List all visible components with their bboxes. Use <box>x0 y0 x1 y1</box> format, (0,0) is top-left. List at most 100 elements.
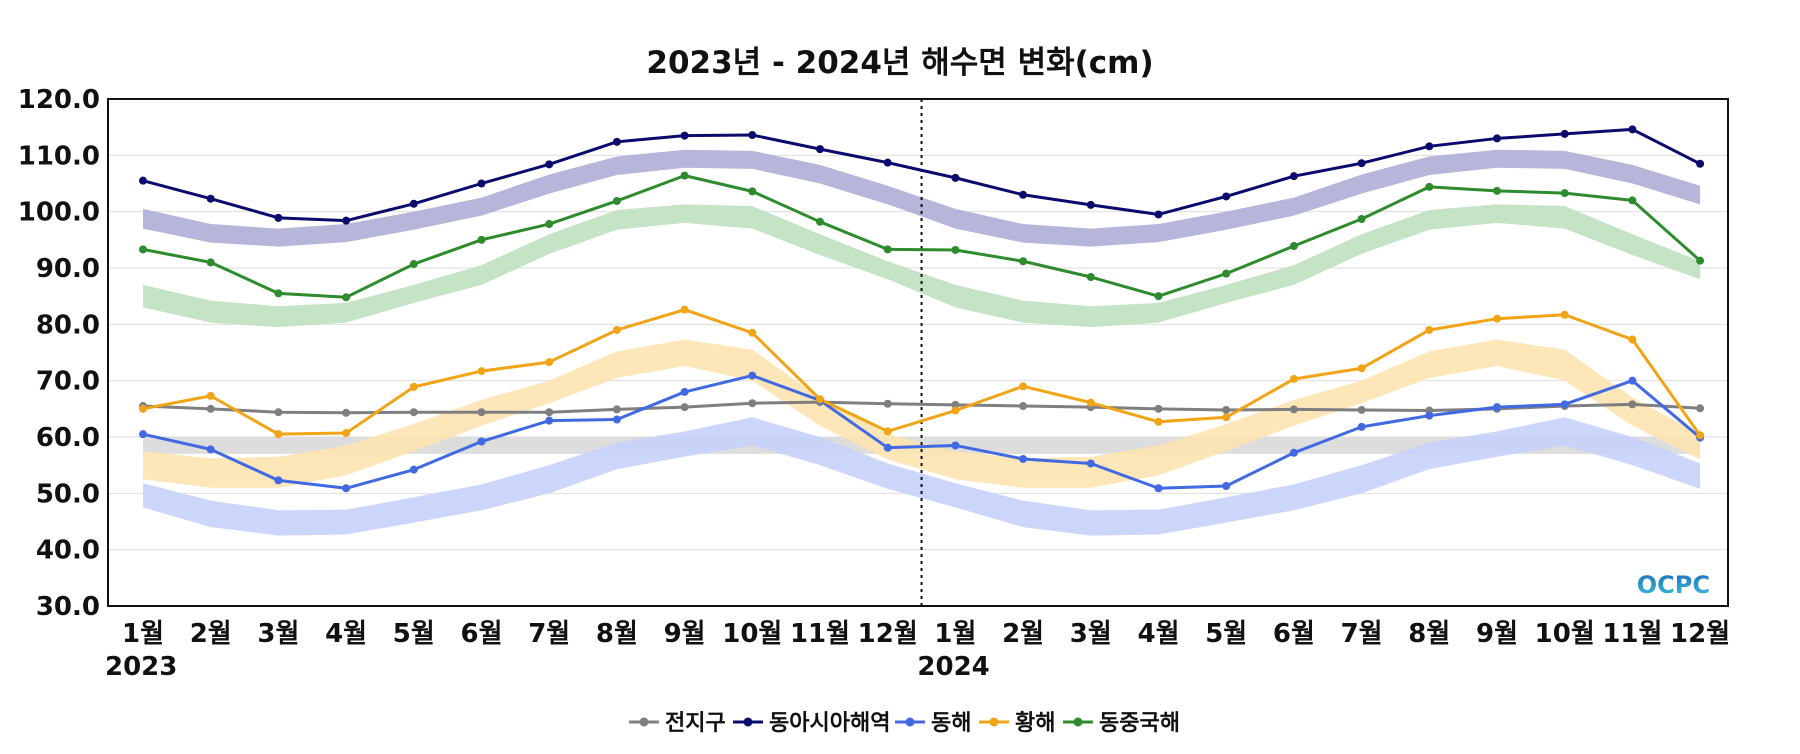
data-point-3-14 <box>1086 398 1095 407</box>
data-point-0-6 <box>545 408 554 417</box>
data-point-1-14 <box>1086 200 1095 209</box>
plot-frame <box>107 98 1729 607</box>
data-point-4-5 <box>477 235 486 244</box>
data-point-1-23 <box>1696 159 1705 168</box>
data-point-1-7 <box>612 137 621 146</box>
y-tick-label: 90.0 <box>36 254 100 284</box>
data-point-2-5 <box>477 437 486 446</box>
data-point-2-14 <box>1086 459 1095 468</box>
data-point-3-18 <box>1357 364 1366 373</box>
x-tick-label: 10월 <box>722 619 782 649</box>
data-point-2-12 <box>951 441 960 450</box>
data-point-4-17 <box>1289 242 1298 251</box>
data-point-1-18 <box>1357 159 1366 168</box>
y-tick-label: 30.0 <box>36 592 100 622</box>
x-tick-label: 12월 <box>1670 619 1730 649</box>
data-point-1-9 <box>748 131 757 140</box>
data-point-3-1 <box>206 391 215 400</box>
data-point-3-20 <box>1493 314 1501 323</box>
data-point-3-15 <box>1154 417 1163 426</box>
legend-swatch-dot-2 <box>905 717 915 727</box>
data-point-0-5 <box>477 408 486 417</box>
data-point-1-17 <box>1289 172 1298 181</box>
data-point-2-1 <box>206 445 215 454</box>
series-line-2 <box>142 374 1702 490</box>
data-point-0-7 <box>612 405 621 414</box>
data-point-2-17 <box>1289 448 1298 457</box>
x-tick-label: 7월 <box>1341 619 1383 649</box>
data-point-2-2 <box>274 476 283 485</box>
x-tick-label: 11월 <box>1602 619 1662 649</box>
data-point-4-23 <box>1696 256 1705 265</box>
data-point-4-14 <box>1086 273 1095 282</box>
x-tick-label: 2월 <box>1002 619 1044 649</box>
legend-label-0: 전지구 <box>665 711 726 736</box>
data-point-1-5 <box>477 179 486 188</box>
data-point-0-9 <box>748 399 757 408</box>
data-point-3-3 <box>342 429 351 438</box>
data-point-0-16 <box>1222 405 1231 414</box>
data-point-4-12 <box>951 245 960 254</box>
legend-label-4: 동중국해 <box>1099 711 1180 736</box>
data-point-2-22 <box>1628 376 1637 385</box>
year-labels: 2023 2024 <box>105 652 990 682</box>
series-line-1 <box>142 127 1701 223</box>
data-point-3-8 <box>680 305 689 314</box>
ocpc-logo-text: OCPC <box>1637 571 1710 599</box>
data-point-4-20 <box>1493 186 1501 195</box>
y-tick-label: 70.0 <box>36 367 100 397</box>
data-point-0-15 <box>1154 404 1163 413</box>
data-point-1-13 <box>1019 190 1028 199</box>
x-tick-label: 10월 <box>1535 619 1595 649</box>
data-point-1-0 <box>139 176 147 185</box>
data-point-1-20 <box>1493 134 1501 143</box>
data-point-4-9 <box>748 187 757 196</box>
data-point-2-16 <box>1222 482 1231 491</box>
data-point-3-13 <box>1019 382 1028 391</box>
data-point-0-4 <box>409 408 418 417</box>
data-point-2-21 <box>1560 400 1569 409</box>
data-point-0-11 <box>883 399 892 408</box>
band-4 <box>143 204 1701 328</box>
x-tick-label: 1월 <box>934 619 976 649</box>
legend-swatch-dot-0 <box>639 717 649 727</box>
data-point-4-8 <box>680 171 689 180</box>
data-point-4-15 <box>1154 292 1163 301</box>
data-point-3-23 <box>1696 431 1705 440</box>
data-point-3-21 <box>1560 310 1569 319</box>
x-tick-label: 5월 <box>393 619 435 649</box>
x-tick-label: 4월 <box>325 619 367 649</box>
legend-swatch-dot-4 <box>1073 717 1083 727</box>
series-line-0 <box>142 400 1701 415</box>
data-point-0-18 <box>1357 405 1366 414</box>
data-point-1-16 <box>1222 192 1231 201</box>
data-point-4-10 <box>816 217 824 226</box>
data-point-1-8 <box>680 131 689 140</box>
x-tick-label: 1월 <box>122 619 164 649</box>
data-point-1-4 <box>409 199 418 208</box>
data-point-3-16 <box>1222 413 1231 422</box>
data-point-2-18 <box>1357 422 1366 431</box>
legend-swatch-dot-3 <box>989 717 999 727</box>
data-point-2-15 <box>1154 484 1163 493</box>
y-tick-label: 100.0 <box>18 198 100 228</box>
band-2 <box>143 417 1701 536</box>
data-point-1-2 <box>274 213 283 222</box>
y-axis-ticks: 30.0 40.0 50.0 60.0 70.0 80.0 90.0 100.0 110.0 12… <box>18 85 100 622</box>
x-tick-label: 8월 <box>596 619 638 649</box>
data-point-2-3 <box>342 484 351 493</box>
x-tick-label: 6월 <box>1273 619 1315 649</box>
x-tick-label: 5월 <box>1205 619 1247 649</box>
data-point-4-13 <box>1019 257 1028 266</box>
x-tick-label: 2월 <box>190 619 232 649</box>
data-point-2-7 <box>612 415 621 424</box>
data-point-0-22 <box>1628 400 1637 409</box>
data-point-1-6 <box>545 160 554 169</box>
legend: 전지구 동아시아해역 동해 황해 동중국해 <box>629 711 1180 736</box>
series-line-4 <box>142 174 1702 299</box>
data-point-1-22 <box>1628 125 1637 134</box>
x-axis-ticks: 1월 2월 3월 4월 5월 6월 7월 8월 9월 10월 11월 12월 1월 2월 3월 4월 5월 6월 7… <box>122 619 1730 649</box>
data-point-4-16 <box>1222 269 1231 278</box>
data-point-0-8 <box>680 403 689 412</box>
